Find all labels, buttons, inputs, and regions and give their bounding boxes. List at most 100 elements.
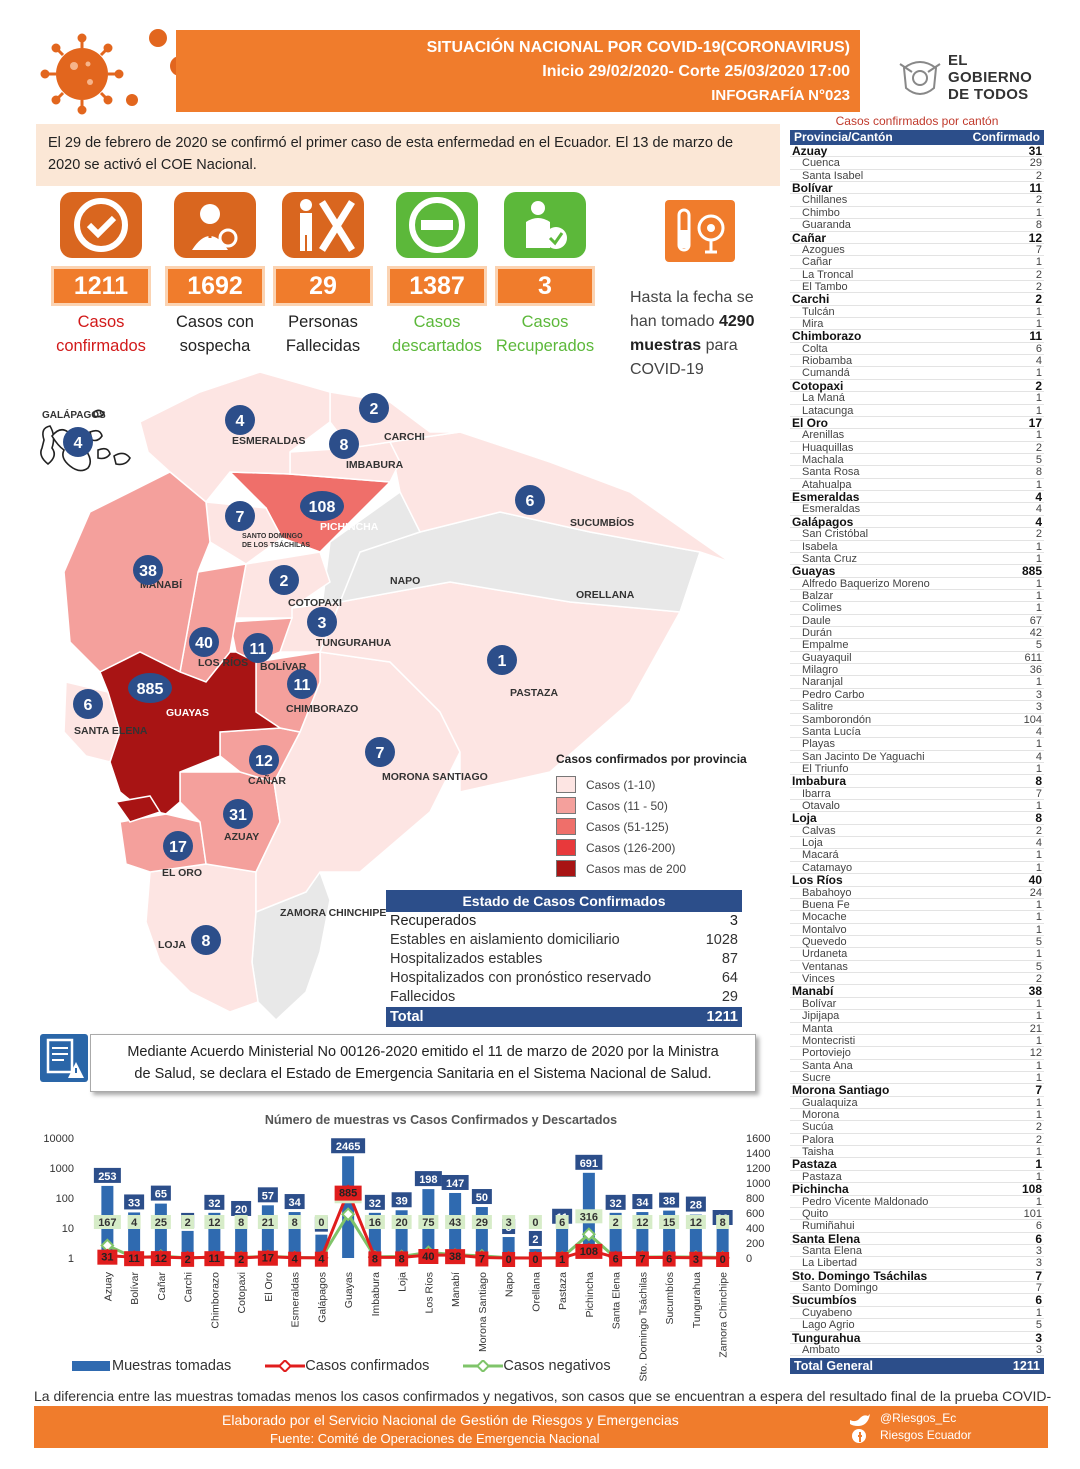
twitter-icon[interactable] [850, 1414, 870, 1426]
virus-illustration-icon [40, 29, 190, 115]
indicator-label: confirmados [56, 337, 146, 355]
case-bubble-value: 6 [84, 697, 93, 714]
status-value: 1028 [705, 932, 738, 948]
negative-label-bg [685, 1215, 706, 1229]
canton-name: Santa Rosa [802, 466, 860, 479]
negative-label: 21 [262, 1217, 274, 1229]
case-bubble-value: 17 [169, 839, 187, 856]
confirmed-label-bg [97, 1249, 118, 1265]
negative-line [106, 1211, 723, 1260]
confirmed-count: 6 [1035, 1293, 1042, 1308]
negative-label-bg [716, 1215, 730, 1229]
case-bubble [365, 737, 395, 767]
category-label: Loja [397, 1272, 409, 1292]
chart-legend-item: Casos confirmados [265, 1358, 429, 1374]
province-shape-el-oro [119, 813, 207, 873]
negative-label: 12 [208, 1217, 220, 1229]
confirmed-count: 67 [1029, 614, 1042, 627]
confirmed-label: 0 [532, 1254, 538, 1266]
confirmed-count: 8 [1035, 811, 1042, 826]
negative-label: 167 [98, 1217, 116, 1229]
province-name: Esmeraldas [792, 490, 860, 505]
sample-bar-label-bg [471, 1189, 492, 1205]
confirmed-count: 8 [1035, 466, 1042, 479]
line-swatch-icon [463, 1360, 504, 1372]
canton-row: San Cristóbal 2 [790, 528, 1044, 541]
confirmed-count: 1 [1035, 392, 1042, 405]
canton-name: Samborondón [802, 713, 872, 726]
confirmed-count: 1 [1035, 1109, 1042, 1122]
province-row: Tungurahua 3 [790, 1331, 1044, 1344]
canton-row: Chimbo 1 [790, 207, 1044, 220]
category-label: Carchi [183, 1272, 195, 1302]
case-bubble-value: 3 [318, 615, 327, 632]
canton-name: Vinces [802, 973, 835, 986]
minus-icon [396, 192, 478, 258]
province-label: LOJA [158, 939, 186, 951]
confirmed-label-bg [395, 1251, 409, 1267]
confirmed-label: 6 [613, 1254, 619, 1266]
doctor-icon [174, 192, 256, 258]
sample-bar-label: 34 [289, 1197, 302, 1209]
confirmed-count: 1 [1035, 738, 1042, 751]
canton-name: Azogues [802, 243, 845, 256]
canton-total-label: Total General [794, 1359, 873, 1374]
category-label: Cotopaxi [236, 1272, 248, 1313]
case-bubble [128, 673, 172, 703]
canton-row: Cumandá 1 [790, 367, 1044, 380]
facebook-icon[interactable] [852, 1429, 866, 1443]
twitter-handle[interactable]: @Riesgos_Ec [880, 1411, 957, 1425]
confirmed-label-bg [150, 1251, 171, 1267]
province-name: Loja [792, 811, 817, 826]
confirmed-label-bg [635, 1251, 649, 1267]
case-bubble-value: 108 [309, 499, 336, 516]
sample-bar-label: 32 [610, 1198, 622, 1210]
indicator-label: Casos con [176, 313, 254, 331]
province-label: SUCUMBÍOS [570, 516, 634, 529]
negative-label: 3 [506, 1217, 512, 1229]
confirmed-count: 7 [1035, 1268, 1042, 1283]
negative-label-bg [234, 1215, 248, 1229]
canton-row: El Triunfo 1 [790, 763, 1044, 776]
facebook-page[interactable]: Riesgos Ecuador [880, 1428, 972, 1442]
province-row: Sto. Domingo Tsáchilas 7 [790, 1268, 1044, 1283]
confirmed-count: 4 [1035, 490, 1042, 505]
confirmed-label-bg [418, 1249, 439, 1264]
sample-bar-label: 147 [446, 1178, 464, 1190]
canton-table-caption: Casos confirmados por cantón [835, 114, 999, 128]
sample-bar-label: 50 [476, 1192, 488, 1204]
category-label: Pastaza [557, 1272, 569, 1310]
right-axis-tick: 800 [746, 1193, 764, 1205]
sample-bar-label: 28 [690, 1200, 702, 1212]
province-row: Azuay 31 [790, 145, 1044, 157]
canton-name: San Jacinto De Yaguachi [802, 750, 925, 763]
province-name: Chimborazo [792, 329, 862, 344]
province-row: Pastaza 1 [790, 1158, 1044, 1171]
confirmed-count: 1 [1035, 367, 1042, 380]
chart-legend-label: Casos confirmados [305, 1358, 430, 1374]
confirmed-count: 6 [1035, 1231, 1042, 1246]
confirmed-count: 5 [1035, 960, 1042, 973]
canton-name: Catamayo [802, 861, 853, 874]
canton-name: Loja [802, 837, 823, 850]
status-row: Recuperados 3 [386, 912, 742, 931]
canton-name: Milagro [802, 664, 839, 677]
confirmed-label: 31 [101, 1252, 113, 1264]
sample-bar-label-bg [284, 1194, 305, 1210]
canton-name: Mira [802, 318, 824, 331]
indicator-label: sospecha [179, 337, 251, 355]
right-axis-tick: 400 [746, 1223, 764, 1235]
confirmed-count: 1 [1035, 429, 1042, 442]
case-bubble-value: 31 [229, 807, 247, 824]
sample-bar-label-bg [575, 1154, 603, 1170]
check-icon [60, 192, 142, 258]
negative-label: 0 [318, 1217, 324, 1229]
indicator-deceased: 29 Personas Fallecidas [268, 192, 378, 358]
confirmed-label: 3 [693, 1254, 699, 1266]
right-axis-tick: 600 [746, 1208, 764, 1220]
confirmed-count: 101 [1023, 1207, 1042, 1220]
negative-label: 0 [532, 1217, 538, 1229]
case-bubble [287, 669, 317, 699]
case-bubble-value: 2 [280, 573, 289, 590]
canton-name: Manta [802, 1022, 833, 1035]
